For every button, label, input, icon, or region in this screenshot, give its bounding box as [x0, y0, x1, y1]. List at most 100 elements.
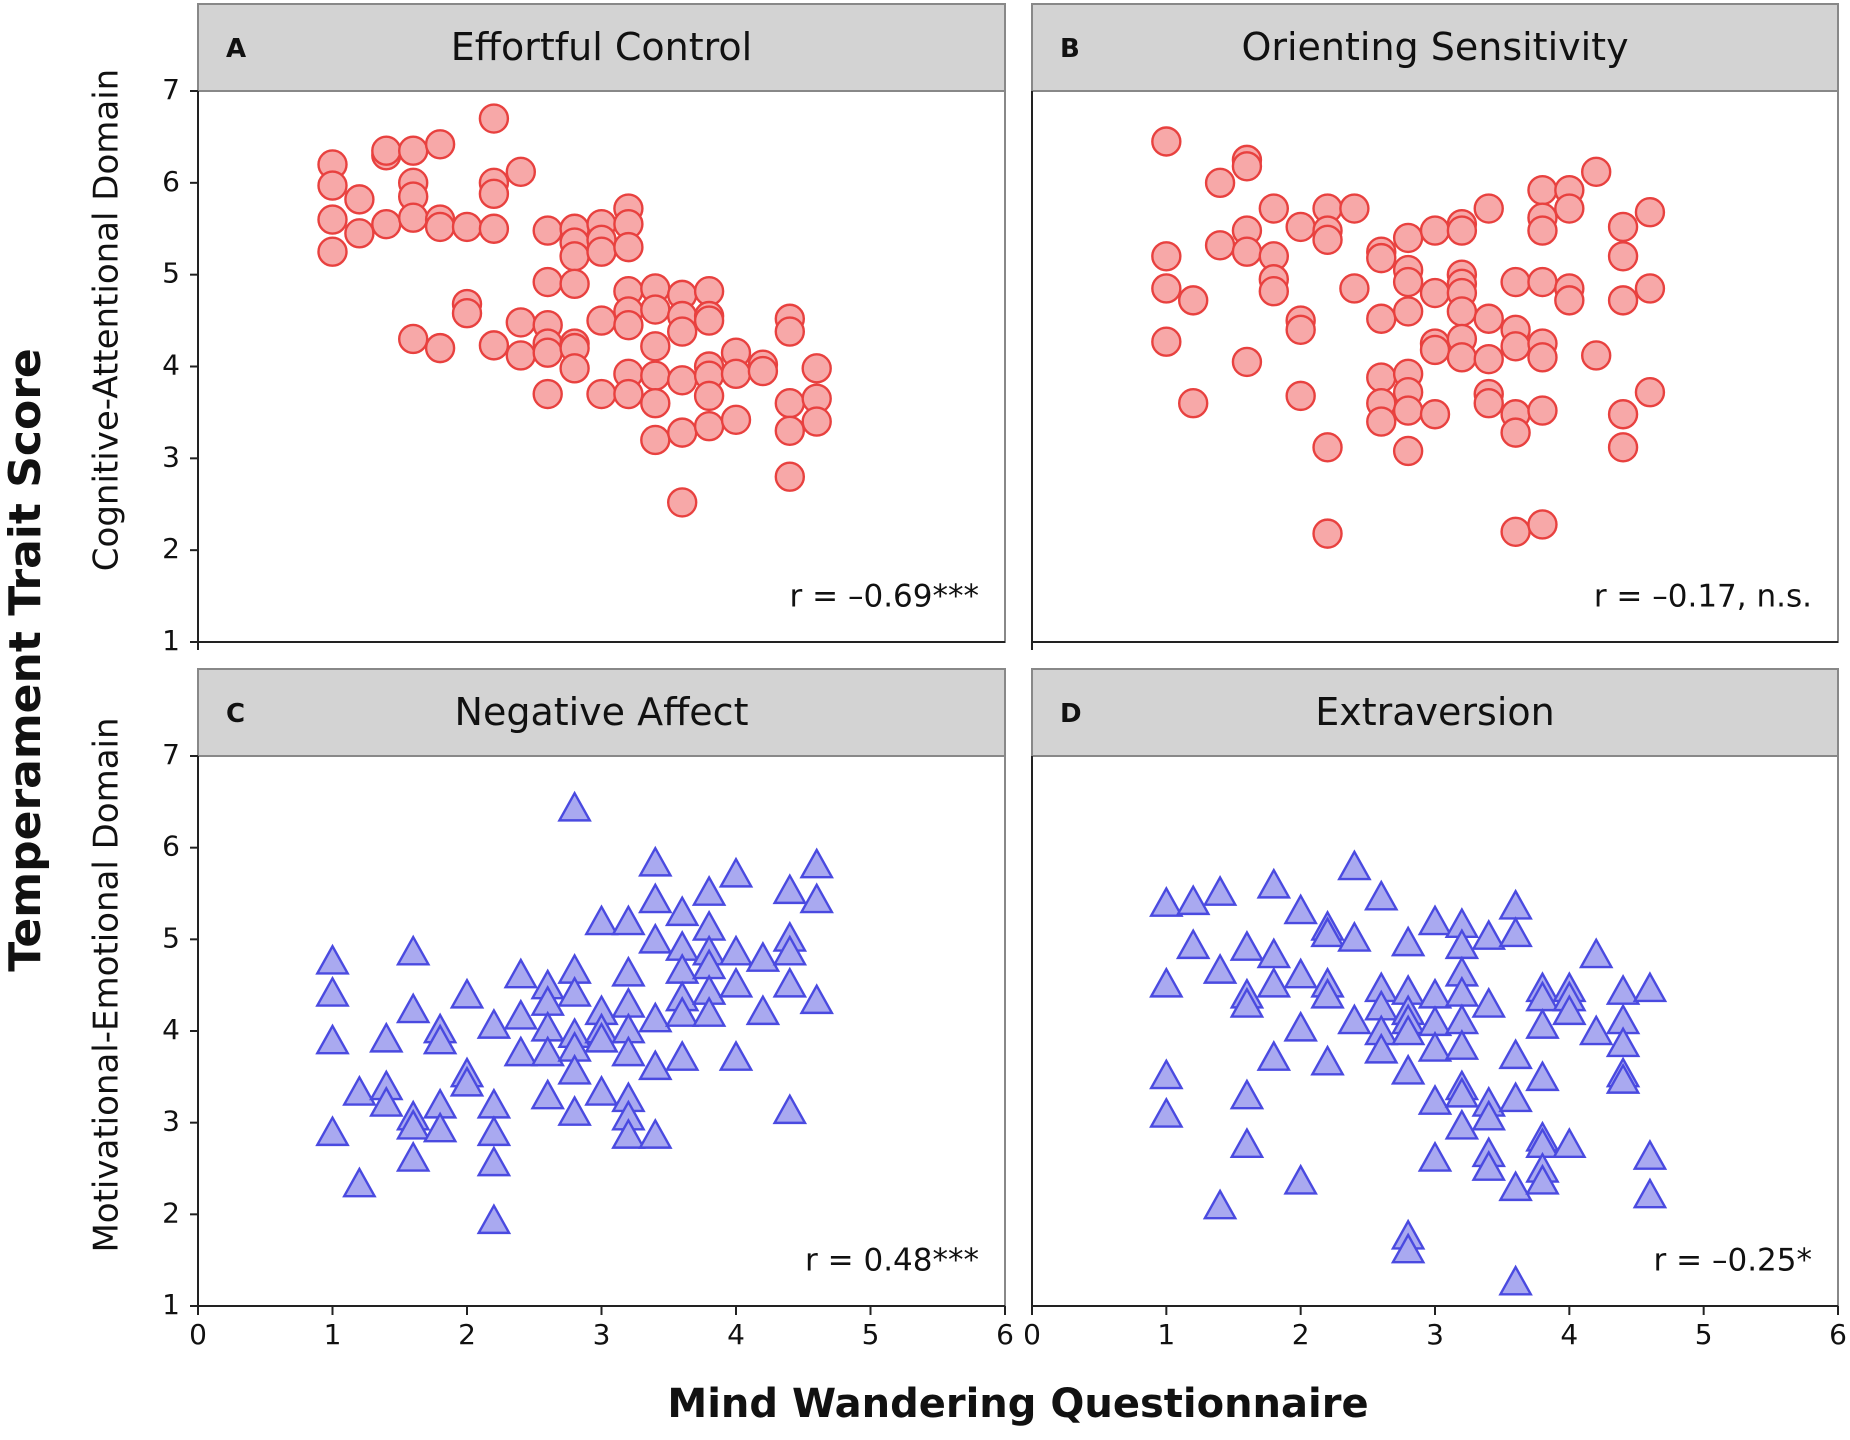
point: [317, 170, 348, 201]
x-tick-label: 3: [1426, 1318, 1444, 1351]
point: [667, 316, 698, 347]
point: [398, 323, 429, 355]
point: [1229, 986, 1265, 1018]
point: [611, 1035, 646, 1067]
point: [1256, 867, 1292, 899]
panel-letter: A: [226, 34, 246, 64]
point: [371, 208, 402, 240]
annotation: r = –0.25*: [1654, 1243, 1812, 1279]
point: [611, 955, 646, 987]
point: [1390, 1014, 1426, 1046]
point: [1634, 273, 1666, 304]
point: [745, 941, 781, 972]
point: [1607, 399, 1639, 430]
point: [1285, 314, 1316, 345]
point: [559, 353, 590, 384]
point: [505, 340, 536, 371]
point: [801, 406, 832, 437]
point: [638, 1001, 673, 1033]
point: [745, 994, 781, 1026]
plot-area: [197, 90, 1006, 643]
point: [1471, 986, 1506, 1018]
point: [1419, 334, 1451, 366]
point: [395, 992, 431, 1024]
point: [1580, 156, 1612, 188]
point: [1554, 193, 1585, 224]
point: [1417, 1030, 1453, 1062]
point: [1285, 380, 1316, 412]
point: [1204, 230, 1236, 261]
point: [503, 998, 539, 1030]
point: [317, 236, 348, 267]
point: [1498, 1170, 1533, 1202]
point: [1392, 222, 1424, 254]
point: [1500, 516, 1531, 547]
y-tick-label: 2: [162, 1196, 180, 1229]
point: [559, 268, 590, 300]
point: [584, 1021, 619, 1053]
point: [772, 873, 808, 905]
point: [424, 332, 456, 364]
point: [772, 1093, 808, 1125]
point: [530, 1035, 565, 1067]
point: [1310, 1044, 1345, 1076]
point: [1256, 1040, 1292, 1071]
point: [532, 266, 563, 298]
point: [1231, 346, 1263, 378]
point: [1312, 432, 1343, 463]
point: [638, 1117, 673, 1149]
point: [1151, 326, 1182, 357]
point: [1444, 1108, 1480, 1140]
point: [369, 1085, 404, 1117]
x-tick-label: 4: [727, 1318, 745, 1351]
point: [720, 404, 752, 435]
point: [1471, 1099, 1506, 1131]
point: [664, 996, 700, 1027]
point: [586, 236, 617, 267]
y-tick-label: 1: [162, 1288, 180, 1321]
point: [1605, 1026, 1641, 1058]
point: [1444, 1076, 1480, 1108]
panel-strip: [1031, 668, 1839, 757]
point: [344, 218, 375, 249]
point: [1473, 343, 1504, 375]
point: [395, 1108, 431, 1140]
point: [476, 1007, 512, 1039]
point: [693, 305, 725, 336]
y-tick-label: 4: [162, 1013, 180, 1046]
point: [1446, 215, 1478, 246]
point: [1498, 916, 1533, 948]
y-tick-label: 2: [162, 532, 180, 565]
point: [557, 790, 592, 822]
point: [664, 1040, 700, 1071]
point: [451, 211, 483, 243]
point: [667, 365, 698, 396]
point: [1337, 1003, 1372, 1035]
point: [369, 1021, 404, 1053]
point: [1473, 388, 1504, 419]
point: [1632, 1139, 1668, 1170]
point: [505, 156, 536, 188]
y-tick-label: 5: [162, 921, 180, 954]
point: [1607, 285, 1639, 316]
point: [718, 966, 754, 998]
point: [1500, 417, 1531, 448]
point: [1419, 215, 1451, 246]
point: [532, 215, 563, 246]
panel-letter: C: [226, 699, 245, 729]
point: [398, 202, 429, 233]
annotation: r = –0.69***: [790, 579, 979, 615]
point: [398, 135, 429, 166]
point: [1339, 273, 1370, 304]
row-label: Motivational-Emotional Domain: [87, 717, 127, 1252]
point: [1607, 211, 1639, 243]
point: [424, 211, 456, 243]
x-tick-label: 1: [324, 1318, 342, 1351]
point: [774, 461, 805, 492]
point: [1552, 994, 1587, 1026]
point: [1256, 966, 1292, 998]
point: [801, 353, 832, 384]
point: [1634, 197, 1666, 228]
panel-letter: B: [1060, 34, 1080, 64]
point: [1231, 236, 1263, 267]
